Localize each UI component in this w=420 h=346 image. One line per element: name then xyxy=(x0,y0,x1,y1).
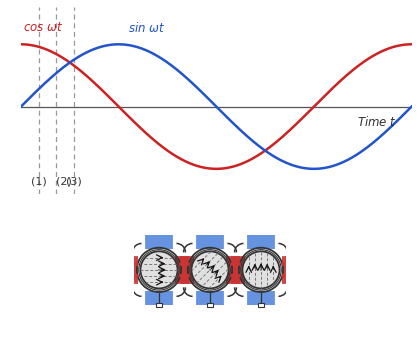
Text: Time $t$: Time $t$ xyxy=(357,115,397,129)
Circle shape xyxy=(158,269,160,271)
Text: sin $\omega t$: sin $\omega t$ xyxy=(129,21,166,35)
Circle shape xyxy=(186,275,189,277)
Circle shape xyxy=(238,275,240,277)
Circle shape xyxy=(242,251,280,289)
Circle shape xyxy=(180,263,182,265)
Circle shape xyxy=(231,263,234,265)
Circle shape xyxy=(282,275,284,277)
Text: (3): (3) xyxy=(66,176,81,186)
Circle shape xyxy=(238,263,240,265)
Circle shape xyxy=(186,263,189,265)
Circle shape xyxy=(209,269,211,271)
Circle shape xyxy=(260,269,262,271)
Circle shape xyxy=(140,251,178,289)
Text: (2): (2) xyxy=(56,176,72,186)
Circle shape xyxy=(136,263,138,265)
Circle shape xyxy=(231,275,234,277)
Text: (1): (1) xyxy=(31,176,47,186)
Circle shape xyxy=(180,275,182,277)
Circle shape xyxy=(192,251,228,289)
Text: cos $\omega t$: cos $\omega t$ xyxy=(23,21,63,34)
Circle shape xyxy=(282,263,284,265)
Circle shape xyxy=(136,275,138,277)
FancyBboxPatch shape xyxy=(156,303,162,307)
FancyBboxPatch shape xyxy=(207,303,213,307)
FancyBboxPatch shape xyxy=(258,303,264,307)
